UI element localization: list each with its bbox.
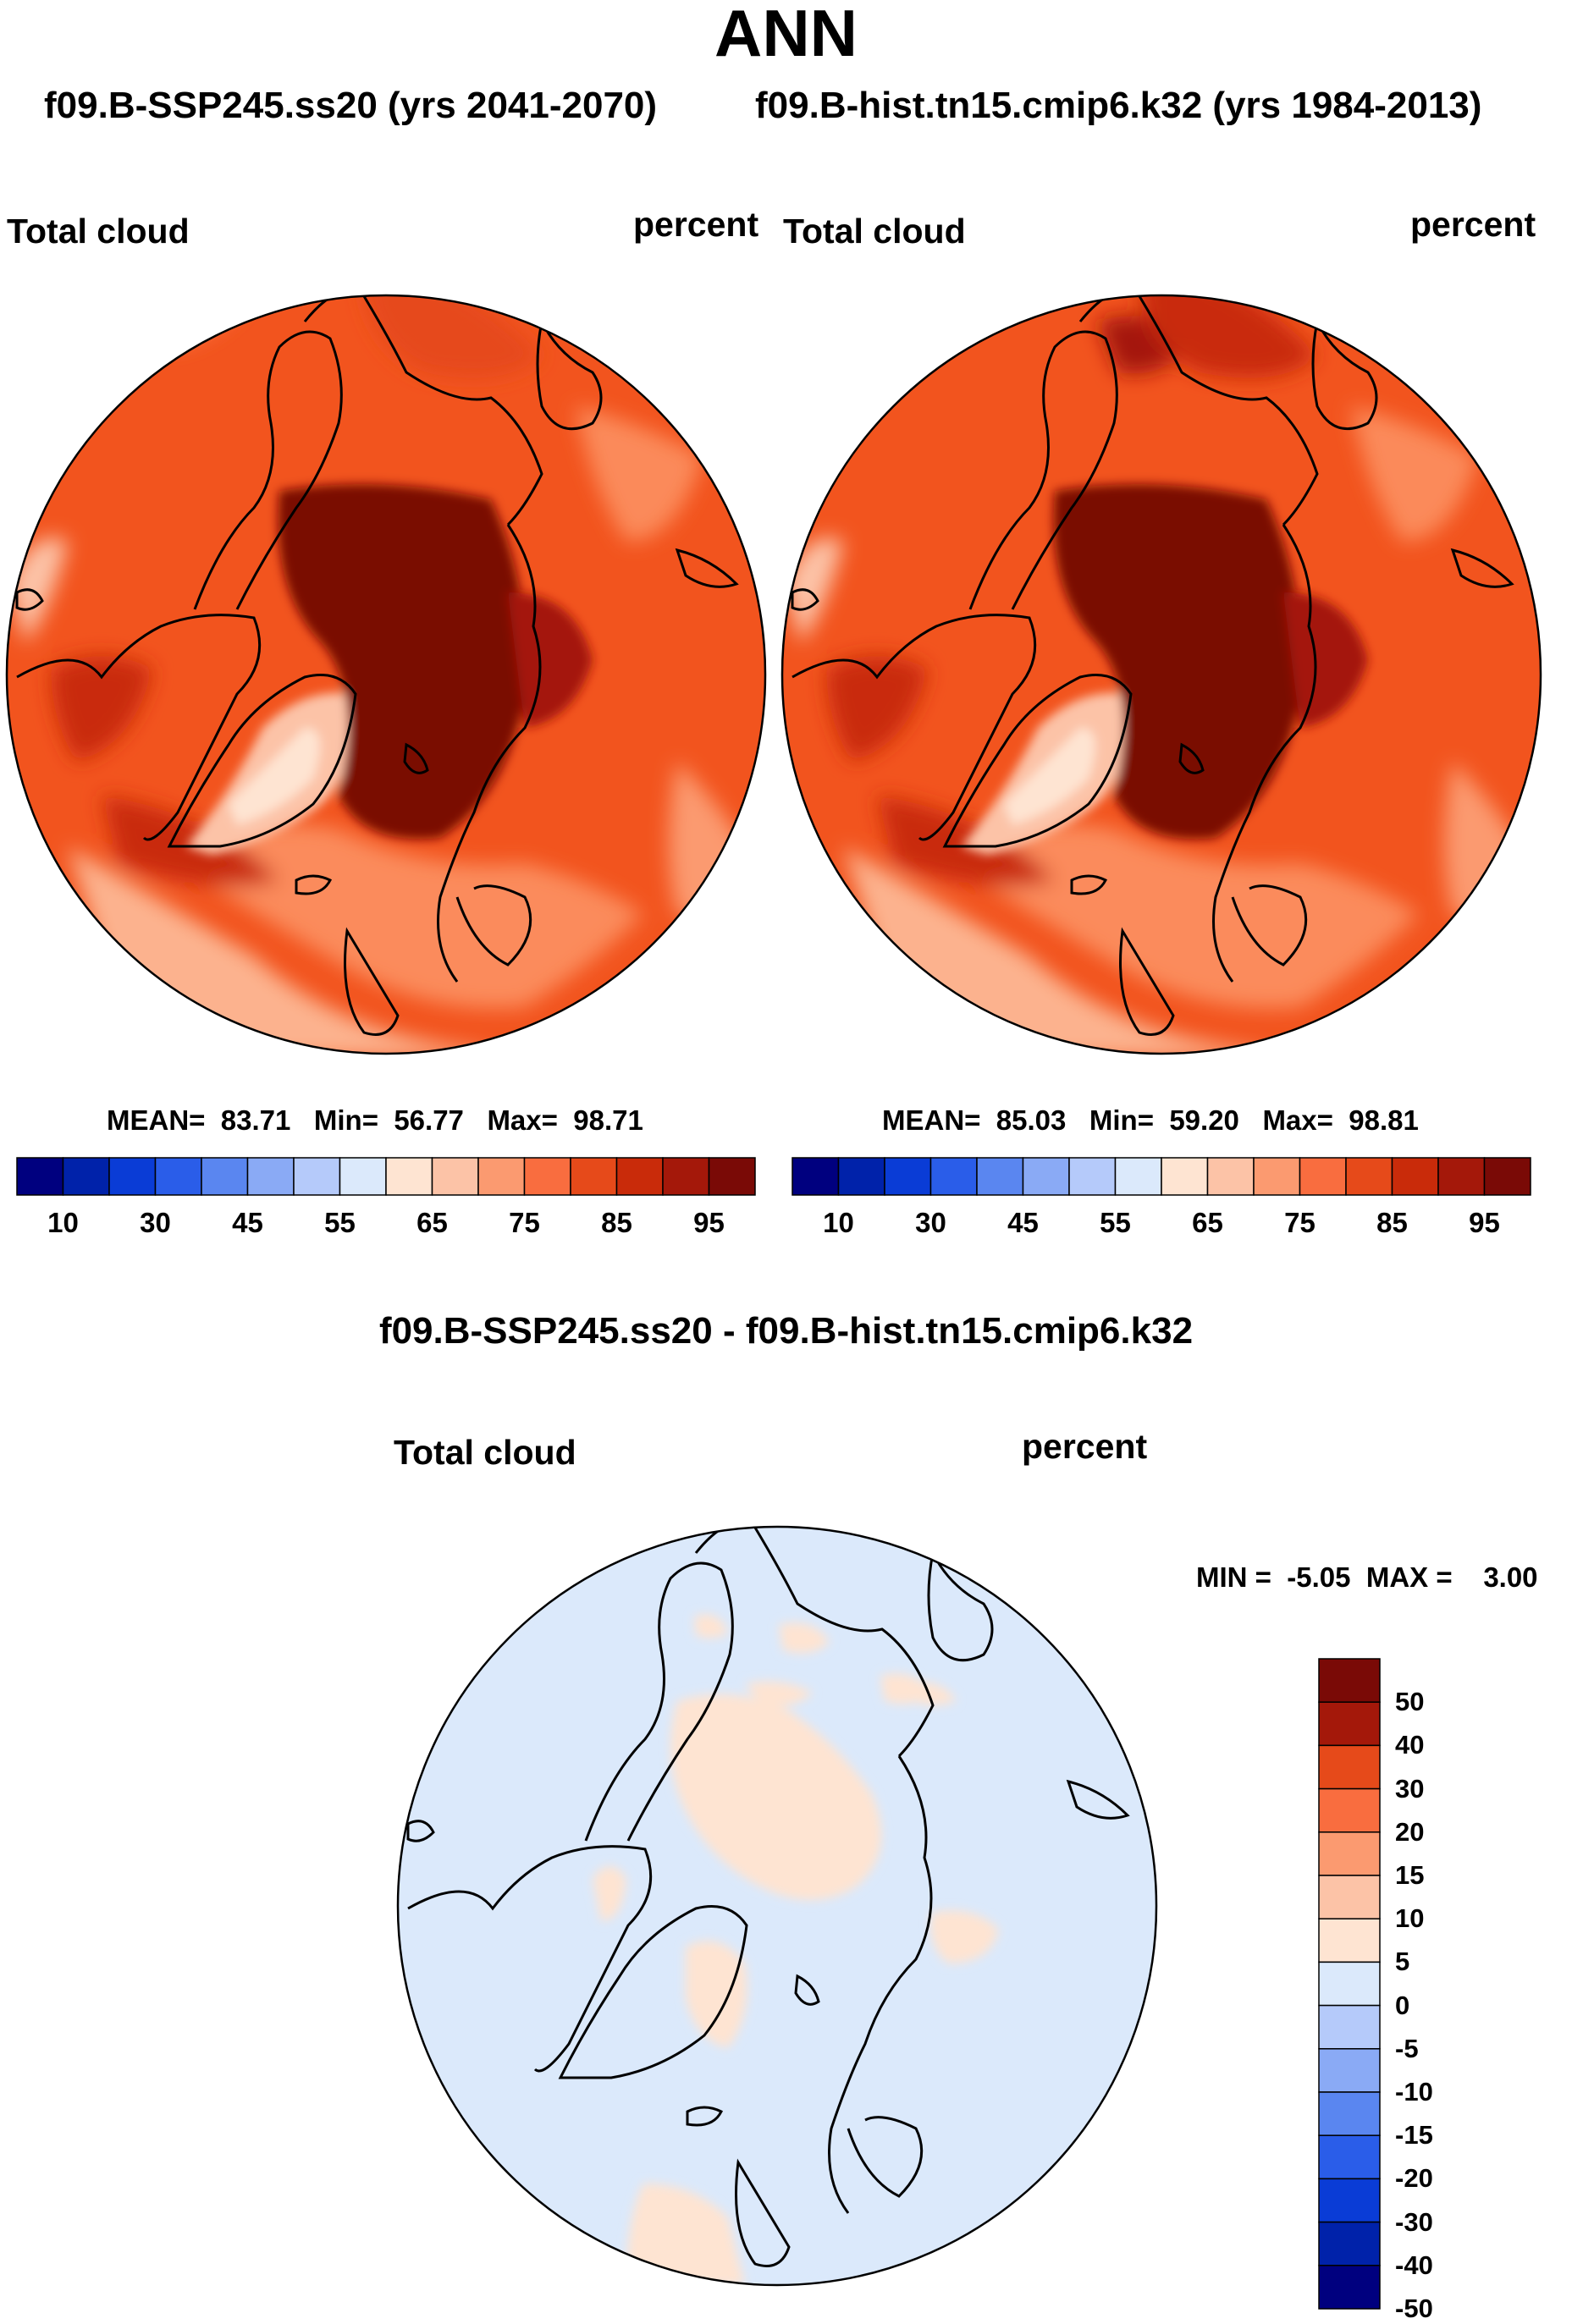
diff-colorbar-tick-label: 0: [1395, 1990, 1410, 2020]
left-variable-label: Total cloud: [7, 212, 190, 251]
diff-colorbar-box-1: [1318, 1701, 1381, 1747]
left-colorbar-box-14: [662, 1157, 710, 1196]
figure-title: ANN: [714, 0, 858, 70]
right-colorbar-box-7: [1114, 1157, 1162, 1196]
diff-colorbar-tick-label: -40: [1395, 2250, 1433, 2280]
right-colorbar-box-4: [976, 1157, 1024, 1196]
right-colorbar-box-6: [1068, 1157, 1117, 1196]
control-subtitle: f09.B-hist.tn15.cmip6.k32 (yrs 1984-2013…: [755, 85, 1482, 126]
diff-colorbar-box-9: [1318, 2048, 1381, 2093]
right-colorbar-tick-label: 10: [823, 1207, 854, 1238]
diff-colorbar-tick-label: 50: [1395, 1687, 1425, 1717]
left-colorbar-tick-label: 45: [232, 1207, 263, 1238]
right-colorbar-tick-label: 85: [1376, 1207, 1408, 1238]
left-polar-map: [5, 294, 767, 1055]
right-colorbar-box-8: [1161, 1157, 1209, 1196]
diff-colorbar-box-5: [1318, 1875, 1381, 1919]
left-colorbar-box-15: [708, 1157, 756, 1196]
left-colorbar-tick-label: 55: [324, 1207, 356, 1238]
diff-colorbar-box-10: [1318, 2091, 1381, 2136]
diff-colorbar-box-8: [1318, 2004, 1381, 2050]
diff-colorbar-tick-label: 10: [1395, 1903, 1425, 1934]
diff-colorbar: [1318, 1658, 1381, 2310]
left-colorbar-box-3: [154, 1157, 202, 1196]
case-subtitle: f09.B-SSP245.ss20 (yrs 2041-2070): [44, 85, 658, 126]
left-colorbar-tick-label: 65: [416, 1207, 448, 1238]
diff-colorbar-box-14: [1318, 2265, 1381, 2310]
diff-colorbar-box-12: [1318, 2178, 1381, 2223]
diff-colorbar-tick-label: -10: [1395, 2077, 1433, 2106]
diff-colorbar-tick-label: -50: [1395, 2294, 1433, 2323]
right-colorbar-box-11: [1299, 1157, 1347, 1196]
left-colorbar-box-8: [385, 1157, 433, 1196]
difference-title: f09.B-SSP245.ss20 - f09.B-hist.tn15.cmip…: [378, 1310, 1194, 1352]
diff-minmax: MIN = -5.05 MAX = 3.00: [1196, 1561, 1538, 1593]
right-colorbar-tick-label: 30: [915, 1207, 946, 1238]
right-colorbar-box-1: [837, 1157, 885, 1196]
right-colorbar-box-15: [1483, 1157, 1531, 1196]
diff-colorbar-box-2: [1318, 1744, 1381, 1790]
left-colorbar-tick-label: 10: [47, 1207, 79, 1238]
left-colorbar-box-10: [477, 1157, 526, 1196]
diff-units-label: percent: [1022, 1427, 1148, 1466]
right-colorbar-tick-label: 45: [1007, 1207, 1039, 1238]
left-colorbar-tick-label: 75: [509, 1207, 540, 1238]
left-colorbar-tick-label: 30: [140, 1207, 171, 1238]
diff-colorbar-tick-label: -30: [1395, 2206, 1433, 2237]
left-colorbar-box-5: [246, 1157, 295, 1196]
left-colorbar-tick-label: 85: [601, 1207, 632, 1238]
right-colorbar-tick-label: 75: [1284, 1207, 1316, 1238]
right-units-label: percent: [1410, 205, 1536, 244]
right-colorbar-tick-label: 65: [1192, 1207, 1223, 1238]
diff-colorbar-tick-label: 40: [1395, 1730, 1425, 1760]
right-colorbar-box-12: [1345, 1157, 1393, 1196]
left-colorbar-box-11: [523, 1157, 571, 1196]
diff-colorbar-tick-label: -20: [1395, 2163, 1433, 2194]
diff-colorbar-box-6: [1318, 1918, 1381, 1963]
diff-variable-label: Total cloud: [394, 1433, 576, 1472]
diff-colorbar-tick-label: -15: [1395, 2120, 1433, 2151]
diff-colorbar-box-11: [1318, 2134, 1381, 2180]
right-colorbar-box-14: [1437, 1157, 1486, 1196]
left-colorbar-box-9: [431, 1157, 479, 1196]
left-colorbar-box-0: [16, 1157, 64, 1196]
diff-colorbar-box-3: [1318, 1787, 1381, 1833]
left-colorbar-box-12: [570, 1157, 618, 1196]
right-colorbar-tick-label: 95: [1469, 1207, 1500, 1238]
left-colorbar-box-6: [293, 1157, 341, 1196]
diff-colorbar-box-4: [1318, 1831, 1381, 1876]
right-polar-map: [780, 294, 1542, 1055]
diff-colorbar-box-7: [1318, 1961, 1381, 2007]
left-colorbar-box-1: [62, 1157, 110, 1196]
right-colorbar-box-3: [929, 1157, 978, 1196]
left-colorbar-tick-label: 95: [693, 1207, 725, 1238]
left-colorbar: [16, 1157, 756, 1196]
right-colorbar-tick-label: 55: [1100, 1207, 1131, 1238]
diff-colorbar-tick-label: 15: [1395, 1860, 1425, 1890]
diff-colorbar-tick-label: 5: [1395, 1947, 1410, 1977]
diff-colorbar-tick-label: -5: [1395, 2033, 1419, 2063]
diff-colorbar-tick-label: 30: [1395, 1773, 1425, 1804]
right-colorbar-box-10: [1253, 1157, 1301, 1196]
right-colorbar: [792, 1157, 1531, 1196]
left-units-label: percent: [633, 205, 759, 244]
right-variable-label: Total cloud: [783, 212, 966, 251]
left-stats: MEAN= 83.71 Min= 56.77 Max= 98.71: [107, 1104, 643, 1136]
diff-colorbar-box-13: [1318, 2221, 1381, 2266]
diff-colorbar-box-0: [1318, 1658, 1381, 1703]
diff-colorbar-tick-label: 20: [1395, 1816, 1425, 1847]
right-colorbar-box-9: [1206, 1157, 1255, 1196]
right-stats: MEAN= 85.03 Min= 59.20 Max= 98.81: [882, 1104, 1419, 1136]
right-colorbar-box-5: [1022, 1157, 1070, 1196]
